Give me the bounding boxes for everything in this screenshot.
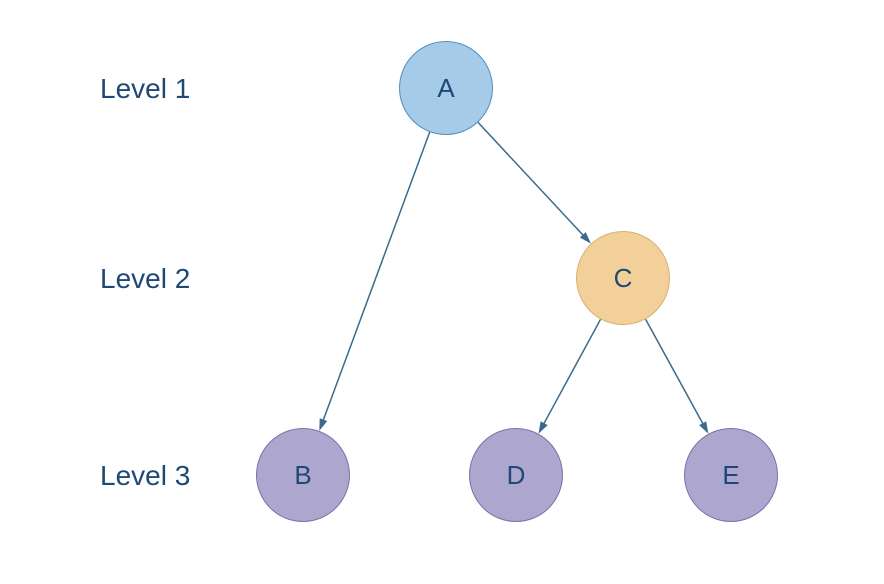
node-label-E: E xyxy=(722,460,739,491)
edge-C-E xyxy=(646,319,706,428)
arrowhead-A-C xyxy=(580,232,591,244)
arrowhead-A-B xyxy=(319,418,327,431)
arrowhead-C-E xyxy=(699,421,708,433)
node-label-B: B xyxy=(294,460,311,491)
node-label-D: D xyxy=(507,460,526,491)
edge-A-C xyxy=(478,122,587,239)
level-label-3: Level 3 xyxy=(100,460,190,492)
level-label-2: Level 2 xyxy=(100,263,190,295)
node-C: C xyxy=(576,231,670,325)
level-label-1: Level 1 xyxy=(100,73,190,105)
node-label-A: A xyxy=(437,73,454,104)
node-B: B xyxy=(256,428,350,522)
tree-diagram: Level 1 Level 2 Level 3 A B C D E xyxy=(0,0,884,584)
edge-A-B xyxy=(321,132,429,425)
node-D: D xyxy=(469,428,563,522)
node-label-C: C xyxy=(614,263,633,294)
node-A: A xyxy=(399,41,493,135)
arrowhead-C-D xyxy=(538,421,547,433)
edge-C-D xyxy=(541,319,600,428)
node-E: E xyxy=(684,428,778,522)
